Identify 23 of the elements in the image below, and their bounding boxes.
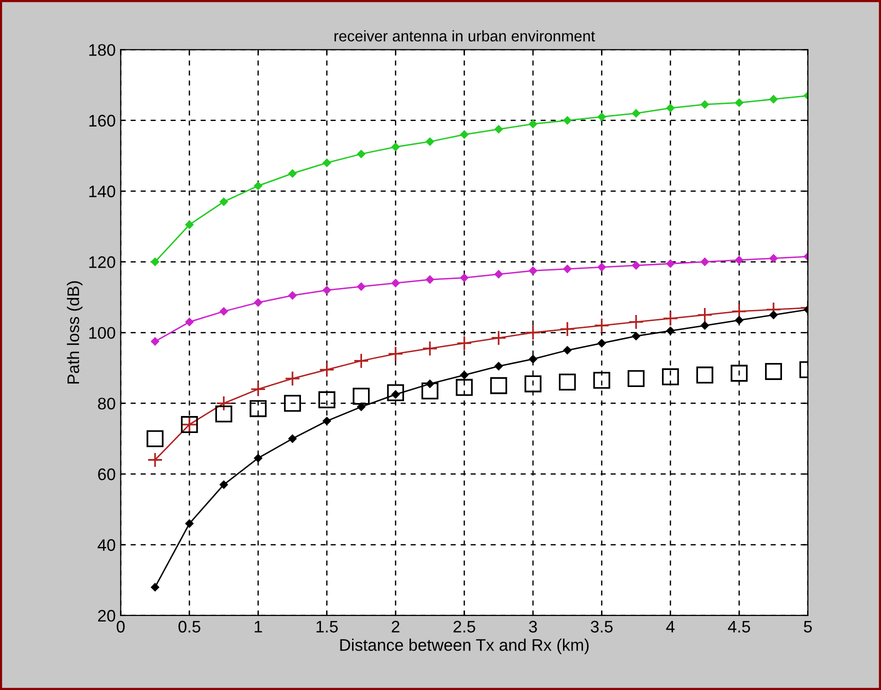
x-tick-label: 0 <box>116 620 125 633</box>
y-tick-label: 180 <box>89 44 116 56</box>
y-tick-label: 100 <box>89 326 116 339</box>
y-tick-label: 160 <box>89 114 116 127</box>
y-tick-label: 60 <box>98 468 116 480</box>
y-tick-label: 140 <box>89 186 116 198</box>
y-axis-title: Path loss (dB) <box>66 281 82 384</box>
x-tick-label: 2.5 <box>454 620 476 633</box>
x-tick-label: 2 <box>392 620 400 632</box>
x-tick-label: 1 <box>254 620 262 632</box>
y-tick-label: 40 <box>98 539 116 551</box>
x-tick-label: 0.5 <box>178 620 200 633</box>
x-tick-label: 4.5 <box>728 620 750 633</box>
x-tick-label: 1.5 <box>316 620 338 633</box>
x-tick-label: 4 <box>666 620 675 632</box>
y-tick-label: 80 <box>98 398 116 410</box>
x-tick-label: 3.5 <box>590 620 613 633</box>
y-tick-label: 20 <box>98 610 116 622</box>
y-tick-label: 120 <box>89 256 116 268</box>
x-tick-label: 5 <box>804 620 812 633</box>
x-axis-title: Distance between Tx and Rx (km) <box>340 638 589 654</box>
x-tick-label: 3 <box>529 620 537 633</box>
chart-title: receiver antenna in urban environment <box>334 30 595 42</box>
